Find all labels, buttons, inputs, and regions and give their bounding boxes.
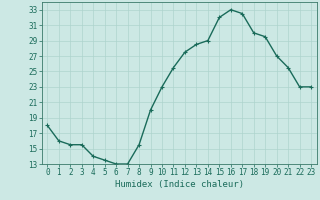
X-axis label: Humidex (Indice chaleur): Humidex (Indice chaleur): [115, 180, 244, 189]
